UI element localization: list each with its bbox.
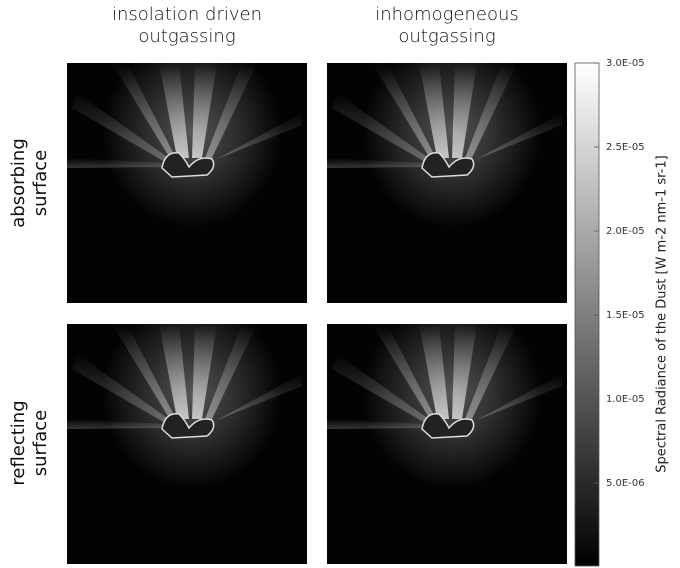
colorbar-tick-label: 5.0E-06 <box>606 478 645 489</box>
image-panel <box>67 323 307 565</box>
colorbar-tick-label: 1.5E-05 <box>606 310 645 321</box>
colorbar-label: Spectral Radiance of the Dust [W m-2 nm-… <box>654 155 670 473</box>
colorbar <box>574 62 600 567</box>
column-title: insolation driven outgassing <box>112 4 262 47</box>
image-panel <box>327 63 567 303</box>
colorbar-tick-label: 2.0E-05 <box>606 226 645 237</box>
image-panel <box>327 323 567 565</box>
column-title: inhomogeneous outgassing <box>375 4 519 47</box>
colorbar-tick-label: 3.0E-05 <box>606 58 645 69</box>
row-title: reflecting surface <box>8 400 51 486</box>
row-title: absorbing surface <box>8 138 51 228</box>
colorbar-tick-label: 2.5E-05 <box>606 142 645 153</box>
colorbar-tick-label: 1.0E-05 <box>606 394 645 405</box>
image-panel <box>67 63 307 303</box>
